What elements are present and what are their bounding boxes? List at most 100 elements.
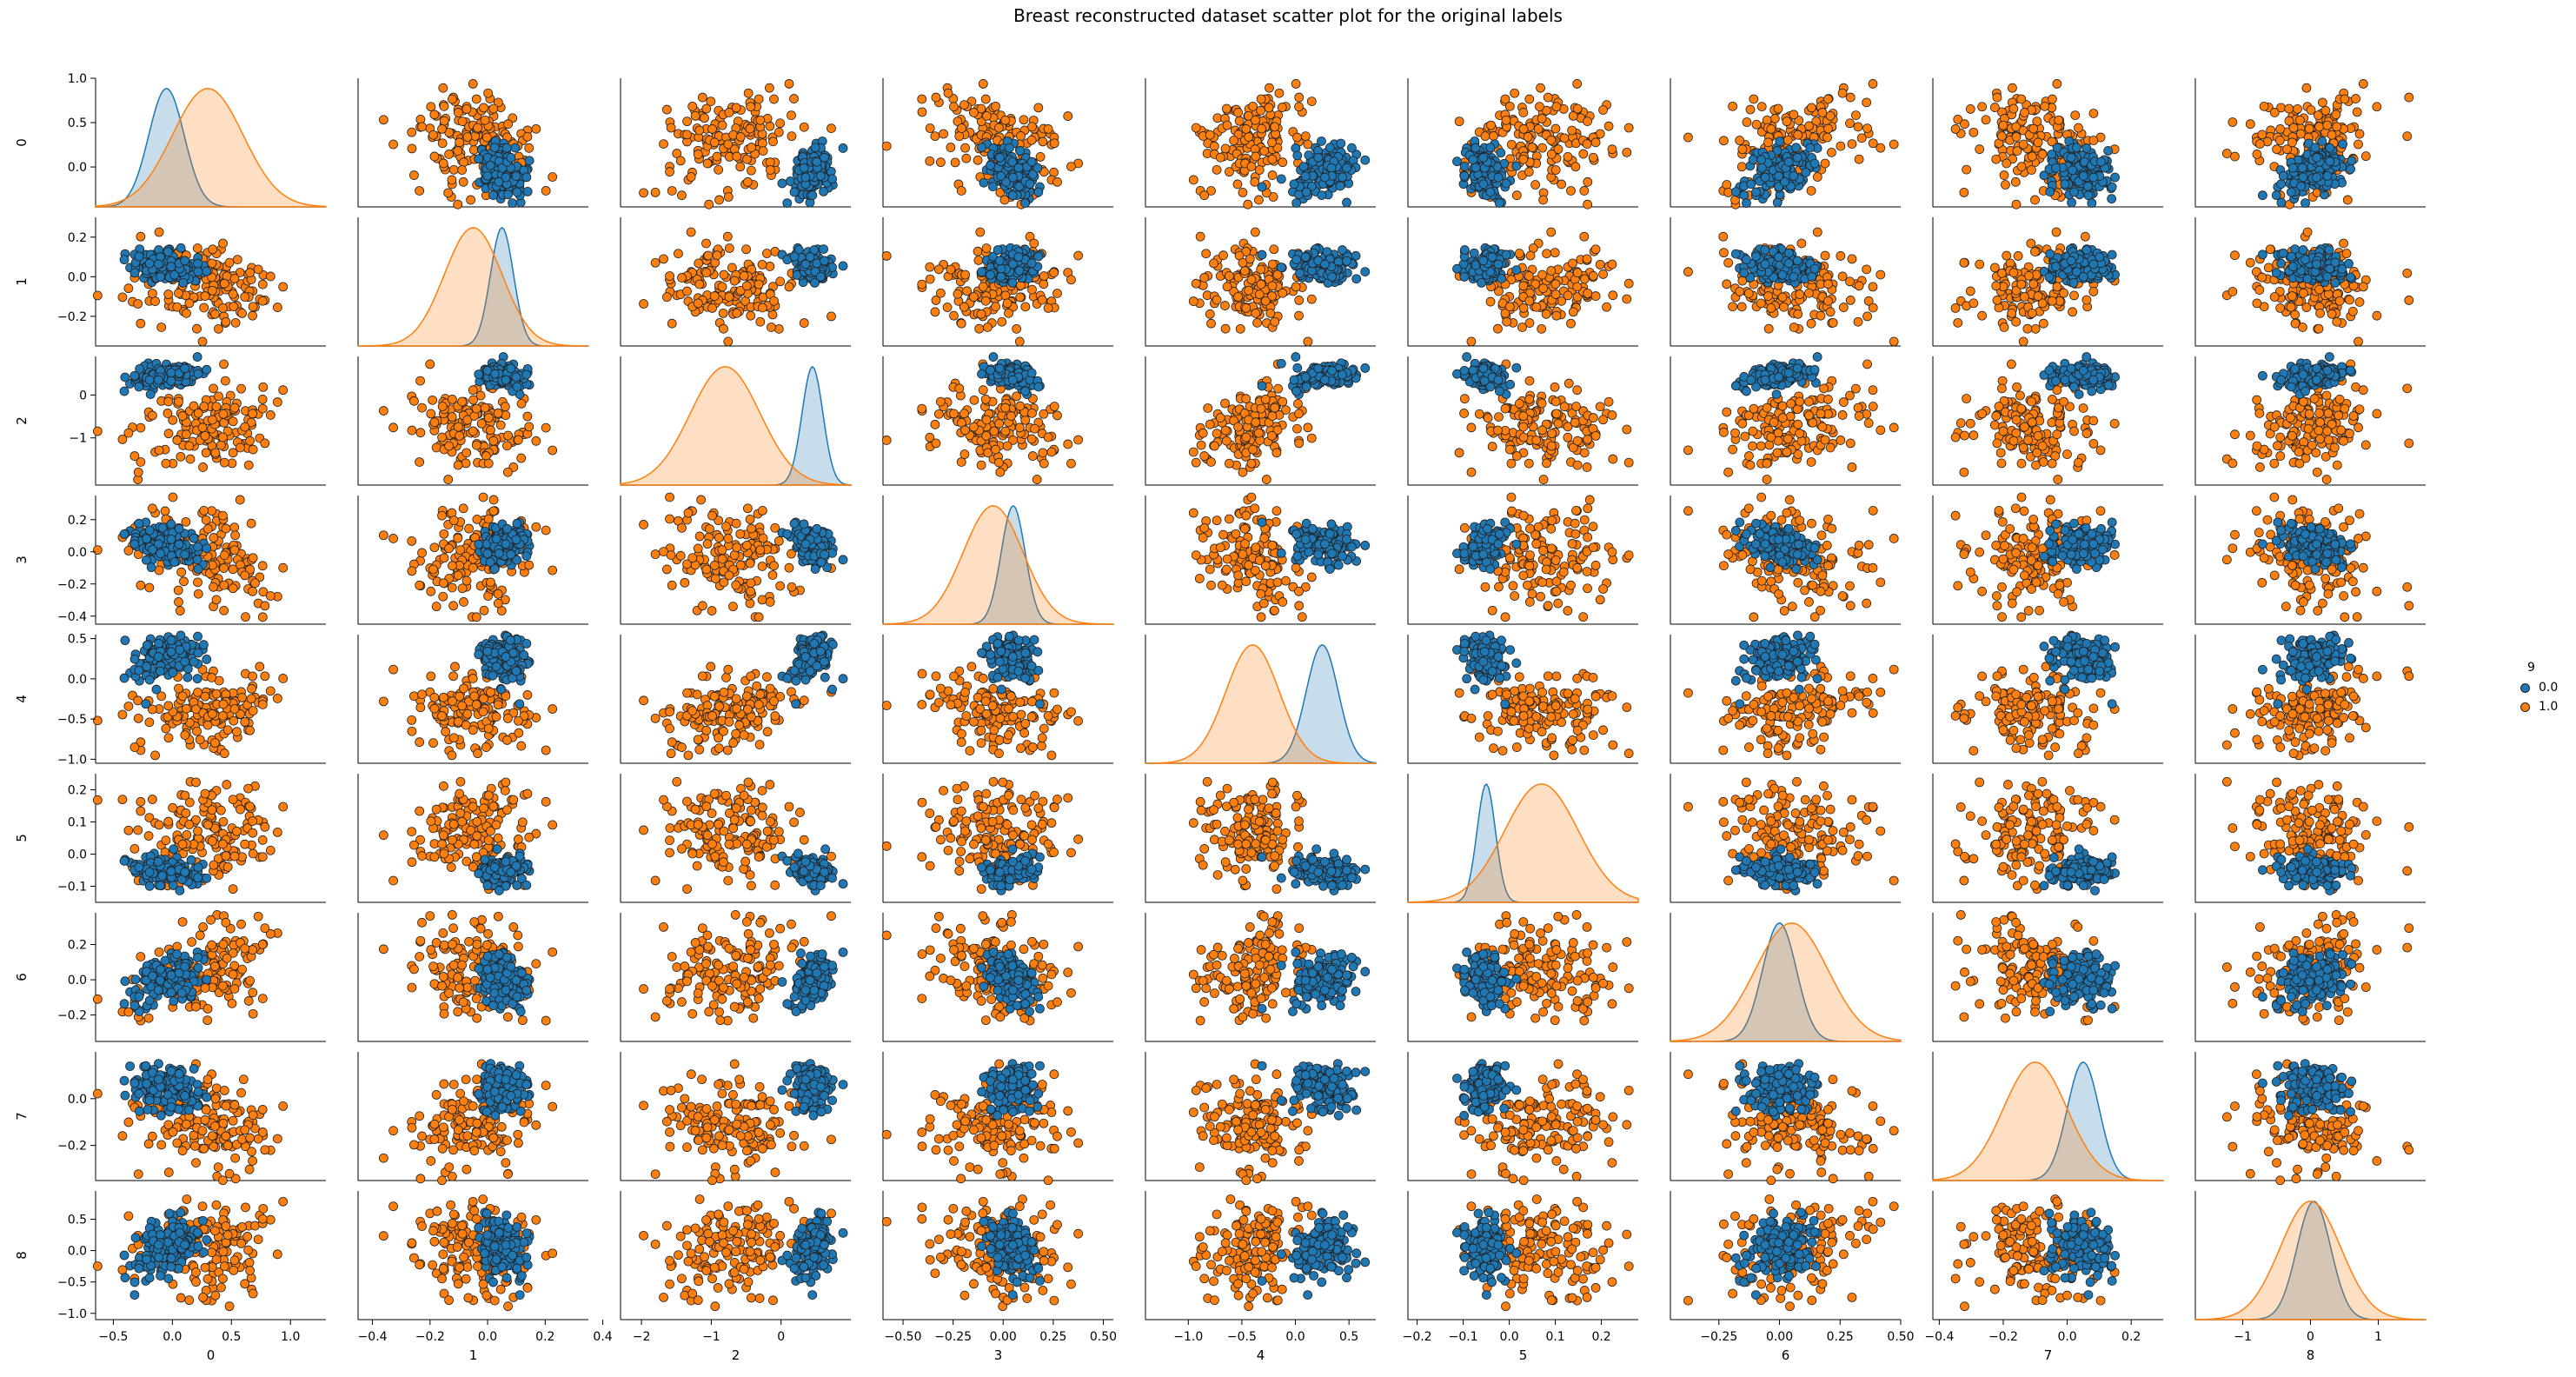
point-1.0 (1782, 116, 1792, 127)
point-1.0 (1820, 250, 1830, 261)
point-1.0 (754, 279, 764, 289)
point-1.0 (827, 123, 836, 134)
point-1.0 (1241, 124, 1251, 134)
point-1.0 (1838, 303, 1849, 312)
point-1.0 (272, 303, 282, 312)
point-1.0 (1749, 94, 1759, 104)
point-1.0 (2259, 101, 2269, 111)
point-1.0 (925, 123, 935, 133)
point-0.0 (508, 198, 518, 209)
point-1.0 (278, 385, 289, 396)
point-1.0 (1583, 289, 1593, 298)
point-0.0 (1760, 245, 1770, 255)
point-1.0 (184, 298, 195, 309)
point-1.0 (758, 146, 768, 156)
point-1.0 (1997, 131, 2007, 142)
point-1.0 (2269, 292, 2280, 302)
point-1.0 (1622, 147, 1632, 157)
point-1.0 (1225, 271, 1234, 281)
point-1.0 (2257, 272, 2267, 283)
point-0.0 (979, 177, 989, 188)
point-1.0 (1000, 115, 1011, 125)
point-1.0 (1820, 158, 1830, 169)
point-0.0 (178, 278, 189, 288)
point-1.0 (1191, 278, 1201, 289)
point-1.0 (700, 113, 709, 123)
point-1.0 (1291, 79, 1301, 89)
point-0.0 (1511, 161, 1522, 171)
point-0.0 (2287, 251, 2296, 262)
point-1.0 (229, 273, 240, 283)
point-0.0 (2300, 255, 2310, 265)
point-1.0 (1602, 302, 1611, 312)
point-1.0 (981, 243, 992, 253)
point-1.0 (1728, 101, 1738, 111)
point-1.0 (522, 131, 533, 142)
point-1.0 (1201, 249, 1212, 259)
point-1.0 (1793, 130, 1803, 140)
point-1.0 (1718, 231, 1729, 242)
point-1.0 (154, 227, 164, 237)
point-1.0 (92, 290, 103, 301)
point-1.0 (245, 436, 256, 446)
point-1.0 (210, 448, 221, 458)
point-1.0 (969, 292, 979, 302)
point-1.0 (1243, 199, 1253, 210)
point-1.0 (2332, 316, 2342, 327)
point-0.0 (1739, 190, 1749, 200)
point-1.0 (2290, 318, 2300, 329)
point-1.0 (1256, 94, 1266, 104)
point-1.0 (163, 409, 173, 418)
point-0.0 (1293, 190, 1304, 200)
point-0.0 (2278, 248, 2288, 258)
point-1.0 (747, 143, 757, 152)
point-1.0 (991, 101, 1000, 111)
point-0.0 (1291, 255, 1302, 265)
point-1.0 (1233, 108, 1243, 117)
point-1.0 (2295, 115, 2305, 125)
point-0.0 (1257, 182, 1267, 192)
point-1.0 (703, 250, 714, 261)
point-1.0 (1238, 188, 1248, 197)
point-1.0 (1737, 144, 1748, 155)
point-1.0 (1294, 310, 1304, 321)
point-1.0 (1959, 257, 1969, 268)
point-0.0 (1360, 267, 1371, 276)
point-0.0 (1478, 152, 1489, 163)
point-1.0 (1745, 104, 1756, 115)
point-1.0 (1466, 336, 1477, 347)
point-1.0 (2351, 94, 2360, 103)
point-1.0 (1241, 303, 1251, 313)
point-0.0 (2297, 163, 2307, 173)
y-tick-label: −0.2 (57, 310, 87, 324)
point-1.0 (1851, 110, 1861, 120)
point-0.0 (977, 143, 986, 153)
point-1.0 (1623, 278, 1634, 289)
point-0.0 (2338, 139, 2347, 150)
point-1.0 (1537, 143, 1548, 153)
point-1.0 (199, 303, 209, 313)
point-1.0 (1975, 259, 1985, 269)
point-0.0 (1742, 255, 1751, 265)
point-1.0 (1567, 125, 1577, 136)
point-0.0 (2095, 252, 2105, 263)
point-1.0 (1043, 124, 1053, 134)
point-1.0 (448, 94, 457, 104)
point-1.0 (769, 296, 779, 306)
point-1.0 (2327, 130, 2337, 140)
point-0.0 (2088, 172, 2099, 183)
point-1.0 (2028, 279, 2039, 289)
point-1.0 (1868, 303, 1878, 313)
point-1.0 (1847, 139, 1857, 149)
point-0.0 (1317, 136, 1326, 146)
point-1.0 (2068, 307, 2077, 317)
point-1.0 (216, 440, 226, 450)
point-0.0 (176, 243, 186, 253)
point-0.0 (1026, 156, 1037, 167)
point-1.0 (200, 430, 210, 441)
point-0.0 (2045, 249, 2055, 259)
point-1.0 (429, 151, 440, 162)
point-0.0 (1347, 143, 1357, 153)
point-1.0 (1517, 323, 1527, 332)
point-1.0 (969, 108, 979, 117)
